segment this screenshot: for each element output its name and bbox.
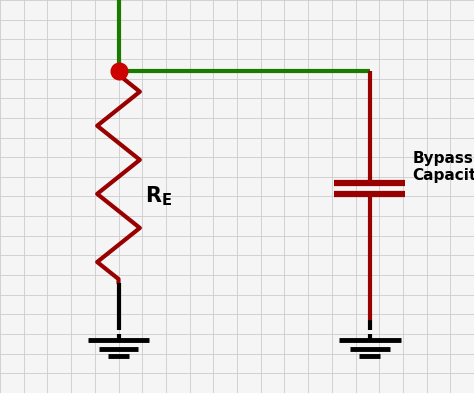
Text: Bypass
Capacitor: Bypass Capacitor [412,151,474,183]
Text: $\mathbf{R_E}$: $\mathbf{R_E}$ [145,185,172,208]
